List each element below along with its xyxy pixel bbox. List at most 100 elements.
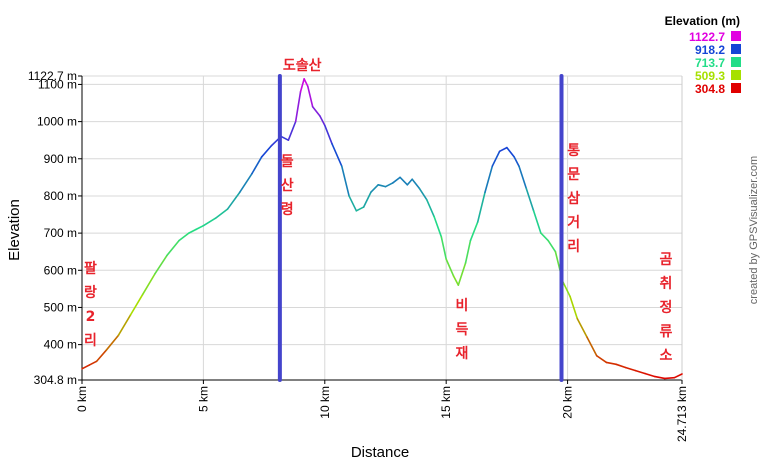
profile-segment bbox=[178, 232, 190, 242]
profile-segment bbox=[306, 85, 314, 108]
profile-segment bbox=[391, 176, 401, 184]
profile-segment bbox=[425, 198, 435, 218]
y-tick-label: 1122.7 m bbox=[28, 69, 77, 83]
profile-segment bbox=[484, 165, 494, 194]
waypoint-label-char: 령 bbox=[281, 202, 294, 218]
y-tick-label: 500 m bbox=[44, 300, 77, 314]
x-tick-label: 15 km bbox=[439, 386, 453, 419]
waypoint-label-char: 통 bbox=[567, 143, 580, 159]
legend-label: 304.8 bbox=[695, 82, 725, 96]
y-tick-label: 600 m bbox=[44, 263, 77, 277]
y-tick-label: 900 m bbox=[44, 152, 77, 166]
profile-segment bbox=[239, 172, 253, 194]
elevation-profile bbox=[81, 78, 683, 380]
profile-segment bbox=[445, 258, 455, 277]
profile-segment bbox=[634, 369, 647, 375]
legend-swatch bbox=[731, 44, 741, 54]
profile-segment bbox=[532, 210, 542, 234]
profile-segment bbox=[569, 295, 579, 320]
waypoint-label-char: 문 bbox=[567, 167, 580, 183]
profile-segment bbox=[625, 366, 637, 372]
profile-segment bbox=[319, 115, 326, 127]
profile-segment bbox=[287, 120, 297, 141]
waypoint-label-char: 리 bbox=[567, 239, 580, 255]
profile-segment bbox=[506, 146, 515, 158]
x-tick-label: 24.713 km bbox=[675, 386, 689, 442]
profile-segment bbox=[105, 334, 120, 351]
profile-segment bbox=[440, 236, 447, 260]
profile-segment bbox=[615, 363, 627, 369]
credit-text: created by GPSVisualizer.com bbox=[748, 156, 760, 304]
waypoint-label-char: 리 bbox=[84, 333, 97, 349]
profile-segment bbox=[663, 376, 676, 380]
legend-label: 713.7 bbox=[695, 56, 725, 70]
profile-segment bbox=[576, 317, 588, 338]
profile-segment bbox=[561, 280, 571, 298]
profile-segment bbox=[166, 239, 180, 257]
x-axis-ticks: 0 km 5 km 10 km 15 km 20 km 24.713 km bbox=[75, 380, 689, 442]
profile-segment bbox=[586, 336, 598, 357]
profile-segment bbox=[464, 239, 472, 264]
profile-segment bbox=[540, 232, 549, 242]
profile-segment bbox=[81, 364, 91, 370]
x-tick-label: 5 km bbox=[196, 386, 210, 412]
profile-segment bbox=[411, 178, 421, 190]
profile-segment bbox=[491, 150, 501, 168]
legend-swatch bbox=[731, 31, 741, 41]
profile-segment bbox=[399, 176, 409, 186]
waypoint-label-char: 팔 bbox=[84, 260, 97, 277]
profile-segment bbox=[513, 156, 520, 168]
waypoint-label-char: 재 bbox=[456, 346, 469, 362]
profile-segment bbox=[362, 191, 372, 208]
profile-segment bbox=[418, 187, 428, 201]
x-axis-title: Distance bbox=[351, 444, 409, 460]
plot-frame bbox=[81, 76, 683, 381]
waypoint-label-char: 소 bbox=[659, 348, 672, 364]
y-tick-label: 1100 m bbox=[38, 77, 77, 91]
profile-segment bbox=[323, 124, 333, 145]
profile-segment bbox=[299, 78, 305, 93]
profile-segment bbox=[498, 146, 508, 153]
profile-segment bbox=[251, 156, 263, 175]
profile-segment bbox=[311, 105, 321, 117]
marker-lines: 도솔산 bbox=[277, 57, 564, 382]
profile-segment bbox=[117, 314, 132, 337]
profile-segment bbox=[188, 228, 197, 234]
profile-segment bbox=[260, 144, 273, 158]
waypoint-label-char: 취 bbox=[659, 276, 672, 292]
profile-segment bbox=[370, 183, 380, 194]
profile-segment bbox=[605, 361, 617, 366]
profile-segment bbox=[469, 221, 479, 242]
waypoint-label-char: 산 bbox=[281, 177, 294, 194]
profile-segment bbox=[654, 375, 666, 380]
waypoint-label-char: 정 bbox=[659, 299, 672, 316]
waypoint-label-char: 득 bbox=[456, 322, 469, 338]
waypoint-label-char: 비 bbox=[456, 298, 469, 314]
profile-segment bbox=[214, 208, 229, 220]
waypoint-label-char: 곰 bbox=[659, 252, 672, 268]
waypoint-label-char: 류 bbox=[659, 324, 672, 340]
x-tick-label: 0 km bbox=[75, 386, 89, 412]
profile-segment bbox=[476, 191, 486, 223]
waypoint-label-char: 삼 bbox=[567, 191, 580, 207]
profile-segment bbox=[202, 217, 217, 227]
profile-segment bbox=[195, 224, 205, 231]
profile-segment bbox=[294, 91, 302, 123]
y-tick-label: 800 m bbox=[44, 189, 77, 203]
profile-segment bbox=[95, 349, 108, 363]
profile-segment bbox=[452, 275, 460, 286]
y-tick-label: 400 m bbox=[44, 338, 77, 352]
x-tick-label: 20 km bbox=[561, 386, 575, 419]
legend-swatch bbox=[731, 70, 741, 80]
legend-title: Elevation (m) bbox=[665, 14, 740, 28]
profile-segment bbox=[525, 187, 535, 212]
x-tick-label: 10 km bbox=[318, 386, 332, 419]
profile-segment bbox=[280, 135, 290, 141]
profile-segment bbox=[88, 360, 98, 366]
legend-label: 509.3 bbox=[695, 69, 725, 83]
summit-label: 도솔산 bbox=[283, 57, 322, 74]
